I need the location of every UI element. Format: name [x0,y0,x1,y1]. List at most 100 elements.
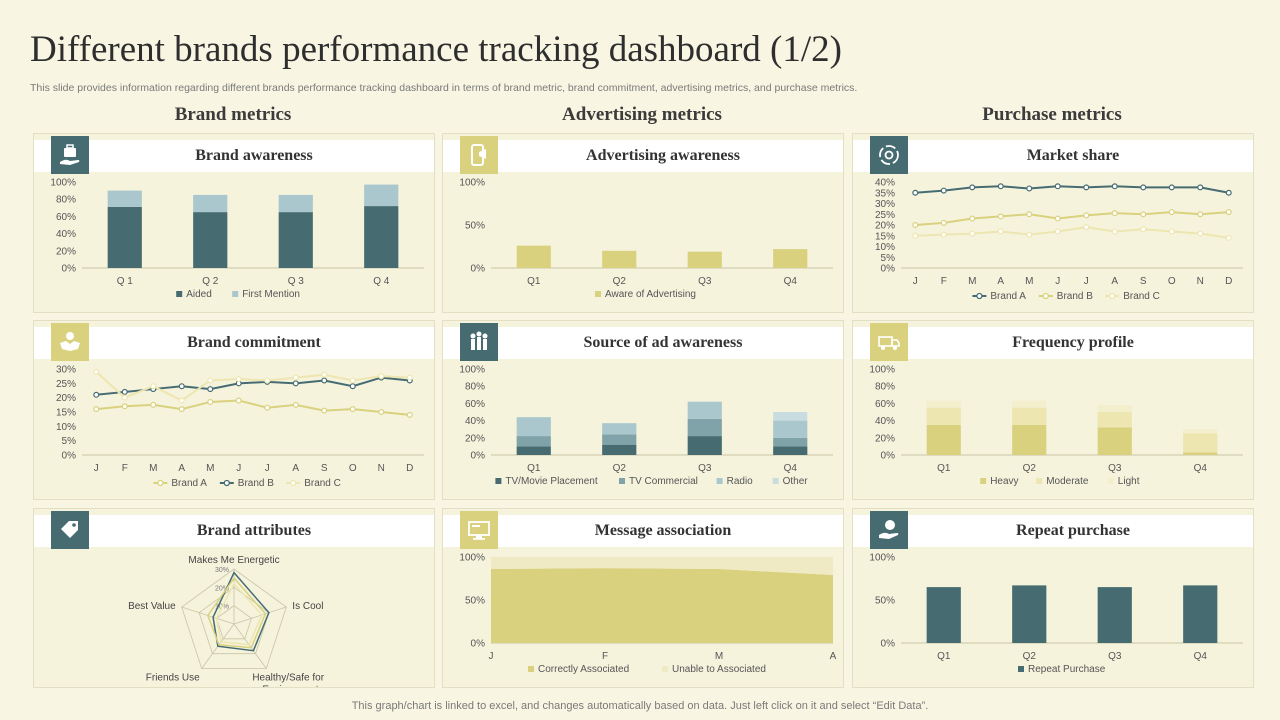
y-tick-label: 10% [875,242,895,253]
cycle-target-icon [870,136,908,174]
panel-title: Market share [1026,147,1120,164]
y-tick-label: 0% [471,451,486,462]
panel-brand-awareness: Brand awareness 0% 20% 40% 60% 80% 100% Q 1 Q 2… [33,133,435,313]
x-tick-label: Q2 [1023,651,1037,662]
point-brand-b [207,386,214,393]
legend-label: Brand A [171,478,207,489]
x-tick-label: J [265,463,270,474]
point-brand-b [321,377,328,384]
point-brand-a [1168,184,1175,191]
point-brand-b [93,391,100,398]
point-brand-a [1111,183,1118,190]
panel-header: Frequency profile [853,327,1253,359]
legend-label: Heavy [990,476,1018,487]
x-tick-label: N [1197,276,1204,287]
panel-header: Advertising awareness [443,140,843,172]
radar-axis-label: Friends Use [146,672,200,683]
y-tick-label: 100% [869,365,895,376]
bar-tv-movie-placement [773,446,808,455]
bar-aware-of-advertising [602,250,637,268]
area-correctly-associated [491,568,833,643]
bar-repeat-purchase [1183,585,1218,643]
point-brand-b [997,213,1004,220]
point-brand-a [1197,184,1204,191]
panel-brand-commitment: Brand commitment 0% 5% 10% 15% 20% 25% 30% J F M A… [33,320,435,500]
y-tick-label: 0% [881,264,896,275]
point-brand-c [1197,230,1204,237]
point-brand-a [1026,185,1033,192]
y-tick-label: 10% [56,422,76,433]
x-tick-label: J [489,651,494,662]
point-brand-c [378,373,385,380]
frequency-profile-chart: 0% 20% 40% 60% 80% 100% Q1 Q2 Q3 Q4 Heavy Moderate L… [869,365,1243,487]
panel-header: Market share [853,140,1253,172]
y-tick-label: 0% [471,264,486,275]
legend-label: Other [783,476,809,487]
panel-title: Frequency profile [1012,334,1134,351]
legend-marker-dot [1109,292,1116,300]
y-tick-label: 5% [881,253,896,264]
point-brand-b [1111,210,1118,217]
panel-brand-attributes: Brand attributes 10% 20% 30% Makes Me Energ… [33,508,435,688]
point-brand-c [1168,228,1175,235]
y-tick-label: 60% [875,399,895,410]
bar-aware-of-advertising [516,245,551,268]
legend-label: Repeat Purchase [1028,664,1106,675]
legend-label: Moderate [1046,476,1089,487]
point-brand-c [292,374,299,381]
point-brand-c [1111,228,1118,235]
bar-light [1012,400,1047,408]
x-tick-label: F [602,651,608,662]
radar-axis-label: Is Cool [292,601,323,612]
bar-aided [193,212,228,268]
point-brand-a [207,398,214,405]
legend-marker [1018,666,1024,672]
x-tick-label: Q4 [1194,651,1208,662]
panel-header: Repeat purchase [853,515,1253,547]
bar-aware-of-advertising [773,249,808,268]
x-tick-label: Q3 [698,276,712,287]
legend-marker-dot [976,292,983,300]
x-tick-label: Q2 [1023,463,1037,474]
y-tick-label: 100% [459,553,485,564]
price-tag-icon [51,511,89,549]
radar-tick-label: 30% [215,567,229,574]
radar-axis-label: Healthy/Safe forEnvironment [252,672,324,687]
x-tick-label: M [715,651,723,662]
panel-source-of-ad-awareness: Source of ad awareness 0% 20% 40% 60% 80% 100… [442,320,844,500]
bar-radio [773,420,808,438]
point-brand-a [912,189,919,196]
y-tick-label: 5% [62,436,77,447]
panel-title: Repeat purchase [1016,522,1130,539]
point-brand-c [406,374,413,381]
point-brand-c [264,377,271,384]
y-tick-label: 0% [471,639,486,650]
bar-first-mention [278,194,313,213]
y-tick-label: 100% [459,178,485,189]
point-brand-b [292,380,299,387]
x-tick-label: J [1084,276,1089,287]
bar-heavy [1012,424,1047,455]
radar-spoke [233,623,267,669]
bar-light [1183,429,1218,434]
bar-repeat-purchase [926,587,961,643]
bar-heavy [1183,452,1218,455]
point-brand-a [264,404,271,411]
x-tick-label: S [1140,276,1147,287]
point-brand-c [150,383,157,390]
legend-label: TV Commercial [629,476,698,487]
legend-marker [772,478,779,484]
panel-title: Brand commitment [187,334,321,351]
x-tick-label: A [292,463,299,474]
legend-marker [1036,478,1043,484]
point-brand-a [292,401,299,408]
y-tick-label: 25% [875,210,895,221]
series-line-brand-c [915,226,1229,239]
radar-grid-ring [216,605,252,640]
legend-label: Aided [186,289,212,300]
point-brand-b [178,383,185,390]
legend-label: Radio [727,476,754,487]
source-of-ad-awareness-chart: 0% 20% 40% 60% 80% 100% Q1 Q2 Q3 Q4 TV/Movie Place… [459,365,833,487]
point-brand-c [349,377,356,384]
y-tick-label: 0% [881,639,896,650]
